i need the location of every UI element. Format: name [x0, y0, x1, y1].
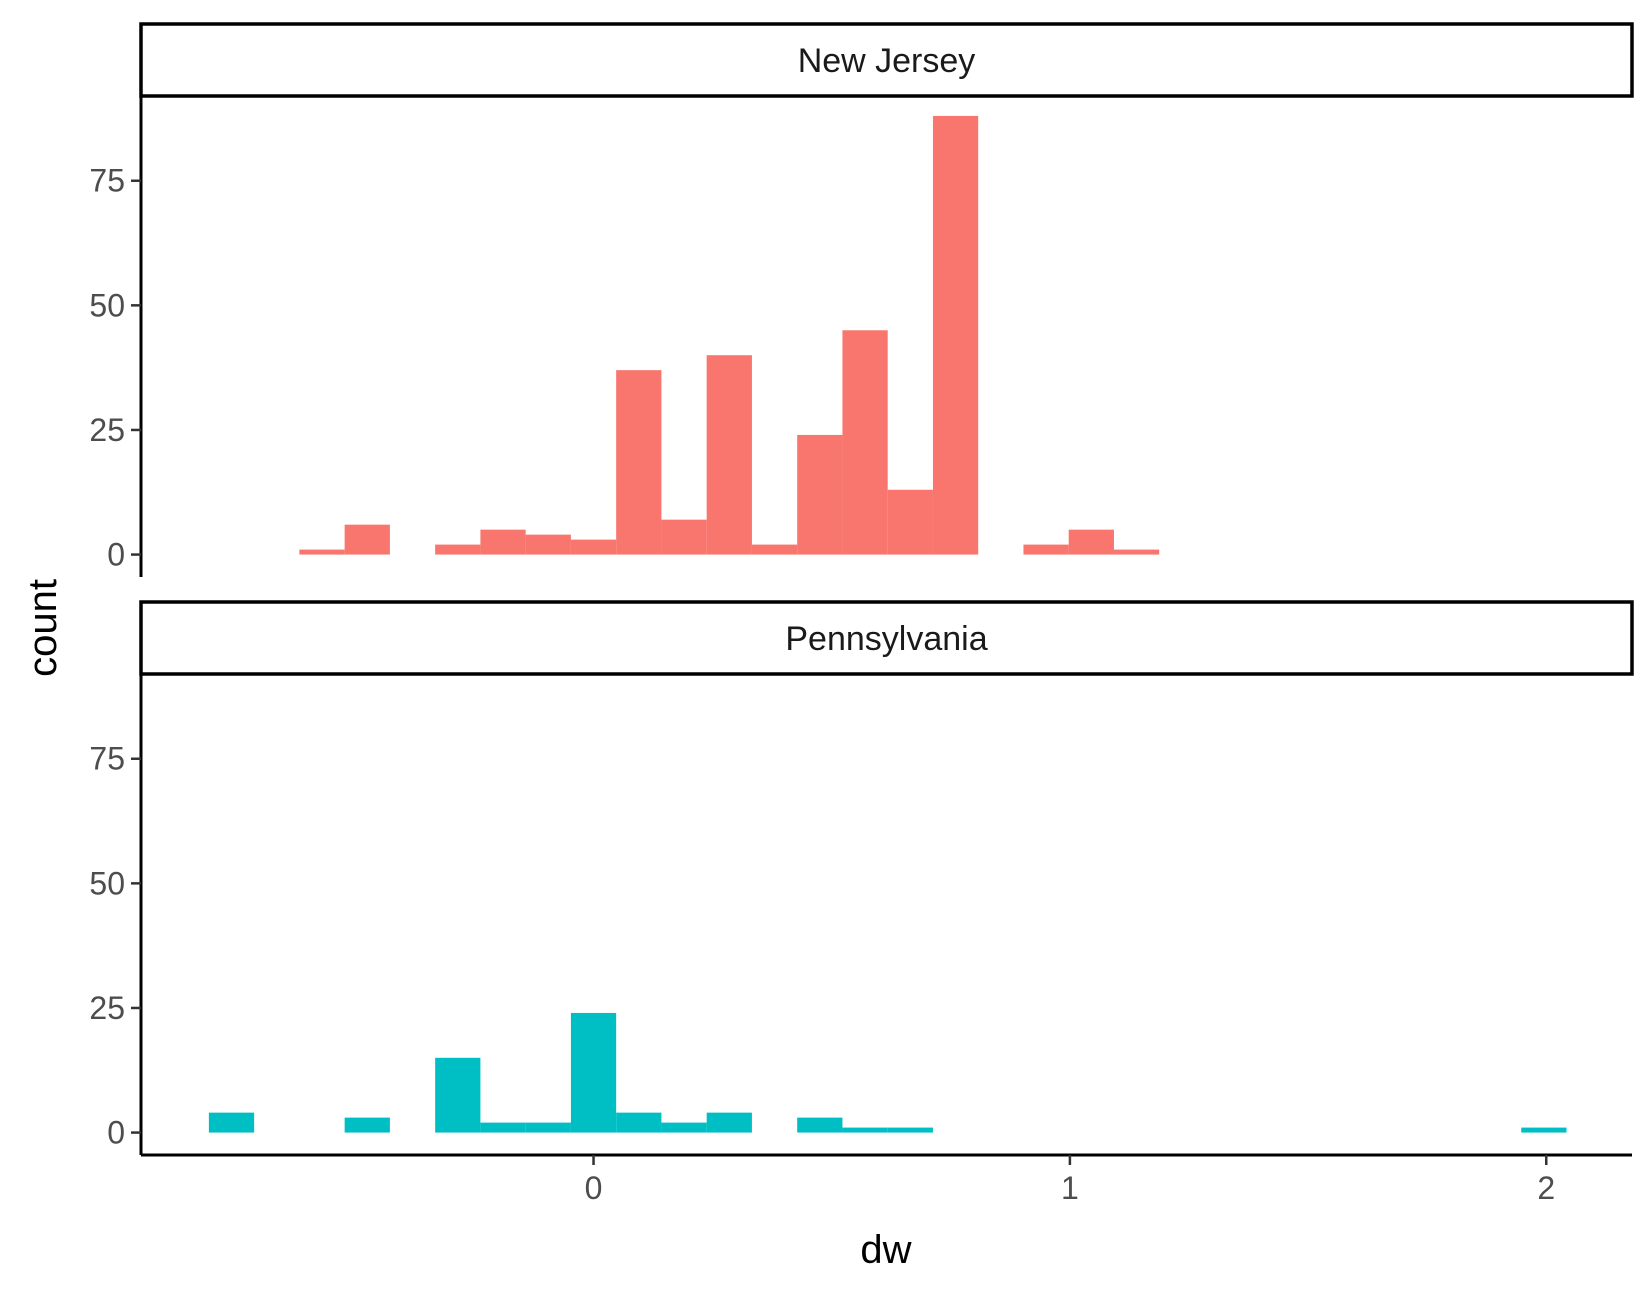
histogram-bar [344, 524, 390, 555]
y-tick-label: 75 [89, 741, 125, 777]
histogram-bar [299, 549, 345, 555]
histogram-bar [570, 539, 617, 555]
histogram-bar [480, 529, 526, 555]
histogram-bar [435, 1057, 481, 1133]
histogram-bar [435, 544, 481, 555]
y-tick-label: 50 [89, 287, 125, 323]
histogram-bar [661, 1122, 707, 1133]
histogram-bar [208, 1112, 255, 1133]
y-tick-label: 50 [89, 865, 125, 901]
histogram-bar [1113, 549, 1160, 555]
facet-strip-label: New Jersey [798, 42, 976, 80]
facet-strip-label: Pennsylvania [785, 620, 987, 658]
histogram-bar [932, 115, 979, 555]
histogram-bar [706, 355, 752, 555]
histogram-bar [1023, 544, 1069, 555]
histogram-bar [661, 519, 707, 555]
y-tick-label: 0 [107, 1115, 125, 1151]
histogram-bar [706, 1112, 752, 1133]
histogram-bar [480, 1122, 526, 1133]
facet-strip [139, 22, 1634, 98]
histogram-bar [525, 1122, 571, 1133]
x-axis: 0 1 2 [141, 1153, 1632, 1206]
x-axis-title: dw [860, 1228, 911, 1272]
histogram-bar [570, 1012, 617, 1133]
histogram-bar [525, 534, 571, 555]
histogram-bar [797, 434, 843, 555]
histogram-bar [842, 330, 888, 555]
histogram-bar [751, 544, 798, 555]
y-tick-label: 75 [89, 163, 125, 199]
histogram-bar [616, 370, 662, 555]
histogram-bar [797, 1117, 843, 1133]
facet-panel: Pennsylvania 0 25 50 75 [89, 600, 1634, 1155]
histogram-bar [842, 1127, 888, 1133]
x-tick-label: 1 [1061, 1170, 1079, 1206]
y-tick-label: 25 [89, 990, 125, 1026]
histogram-bar [887, 489, 933, 555]
y-tick-label: 0 [107, 537, 125, 573]
y-axis-title: count [21, 579, 65, 677]
histogram-bar [616, 1112, 662, 1133]
histogram-bar [344, 1117, 390, 1133]
x-tick-label: 2 [1537, 1170, 1555, 1206]
facet-strip [139, 600, 1634, 676]
y-tick-label: 25 [89, 412, 125, 448]
x-tick-label: 0 [585, 1170, 603, 1206]
histogram-bar [887, 1127, 933, 1133]
histogram-bar [1068, 529, 1114, 555]
histogram-bar [1521, 1127, 1567, 1133]
facet-panel: New Jersey 0 25 50 75 [89, 22, 1634, 577]
